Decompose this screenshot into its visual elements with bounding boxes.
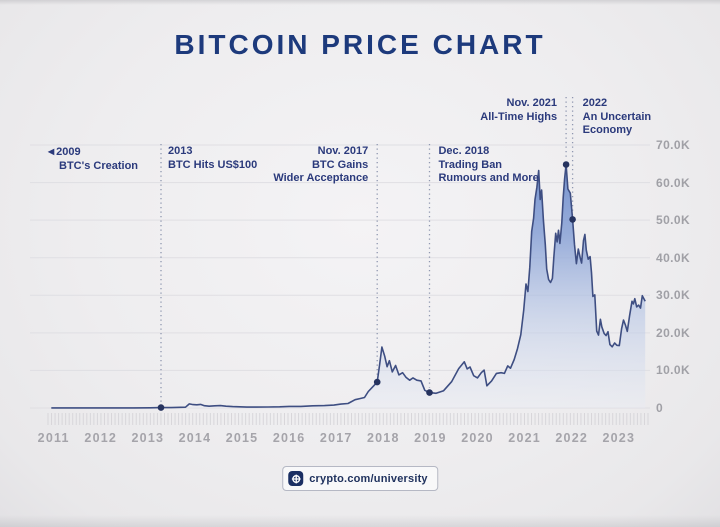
annotation-text: Rumours and More — [438, 172, 539, 184]
annotation-text: An Uncertain — [582, 110, 652, 123]
y-tick-label: 20.0K — [656, 325, 691, 340]
annotation-year: Dec. 2018 — [438, 145, 490, 157]
annotation-text: Trading Ban — [438, 158, 503, 171]
annotation-all-time-highs: Nov. 2021 All-Time Highs — [480, 97, 557, 124]
annotation-text: BTC's Creation — [59, 159, 139, 172]
annotation-text: Wider Acceptance — [273, 172, 369, 184]
event-marker-dot — [157, 404, 165, 411]
crypto-com-logo-icon — [288, 471, 304, 486]
annotation-btc-wider-acceptance: Nov. 2017 BTC Gains Wider Acceptance — [273, 145, 368, 186]
x-tick-label: 2012 — [84, 431, 118, 445]
event-marker-dot — [373, 378, 381, 386]
annotation-text: Economy — [582, 124, 633, 136]
y-tick-label: 60.0K — [656, 175, 691, 190]
annotation-year: Nov. 2021 — [506, 97, 558, 109]
annotation-lines — [160, 97, 574, 403]
annotation-year: 2022 — [582, 97, 608, 109]
source-url: crypto.com/university — [309, 472, 428, 485]
x-tick-label: 2016 — [272, 431, 306, 445]
page-title: BITCOIN PRICE CHART — [174, 29, 546, 60]
event-marker-dot — [562, 161, 570, 168]
x-tick-label: 2017 — [319, 431, 353, 445]
y-tick-label: 40.0K — [656, 250, 691, 265]
x-tick-label: 2021 — [508, 431, 541, 445]
event-marker-dot — [569, 216, 576, 223]
annotation-year: 2013 — [168, 145, 193, 157]
annotation-year: Nov. 2017 — [317, 145, 369, 157]
x-tick-label: 2015 — [225, 431, 259, 445]
event-marker-dot — [426, 389, 433, 396]
y-tick-label: 10.0K — [656, 363, 691, 378]
x-axis-ruler — [47, 413, 649, 425]
event-markers — [157, 161, 576, 411]
source-badge[interactable]: crypto.com/university — [282, 466, 438, 491]
x-tick-label: 2022 — [555, 431, 589, 445]
x-tick-label: 2013 — [131, 431, 165, 445]
y-tick-label: 70.0K — [656, 138, 691, 152]
x-tick-label: 2018 — [367, 431, 400, 445]
price-area-fill — [51, 164, 646, 408]
y-tick-label: 50.0K — [656, 213, 691, 228]
y-tick-label: 30.0K — [656, 288, 691, 303]
annotation-text: BTC Gains — [311, 158, 369, 171]
price-line — [51, 163, 646, 409]
x-tick-label: 2020 — [461, 431, 494, 445]
x-tick-label: 2014 — [178, 431, 212, 445]
annotation-text: BTC Hits US$100 — [168, 158, 258, 171]
annotation-btc-hits-100: 2013 BTC Hits US$100 — [168, 145, 257, 172]
annotation-year: ◀ 2009 — [48, 146, 81, 158]
x-tick-label: 2011 — [37, 431, 70, 445]
annotation-trading-ban: Dec. 2018 Trading Ban Rumours and More — [438, 145, 538, 186]
left-arrow-icon: ◀ — [48, 147, 55, 156]
x-tick-label: 2019 — [414, 431, 447, 445]
annotation-btc-creation: ◀ 2009 BTC's Creation — [48, 145, 138, 173]
x-tick-label: 2023 — [602, 431, 636, 445]
annotation-text: All-Time Highs — [480, 110, 558, 123]
y-tick-label: 0 — [656, 401, 664, 415]
annotation-uncertain-economy: 2022 An Uncertain Economy — [583, 97, 651, 138]
